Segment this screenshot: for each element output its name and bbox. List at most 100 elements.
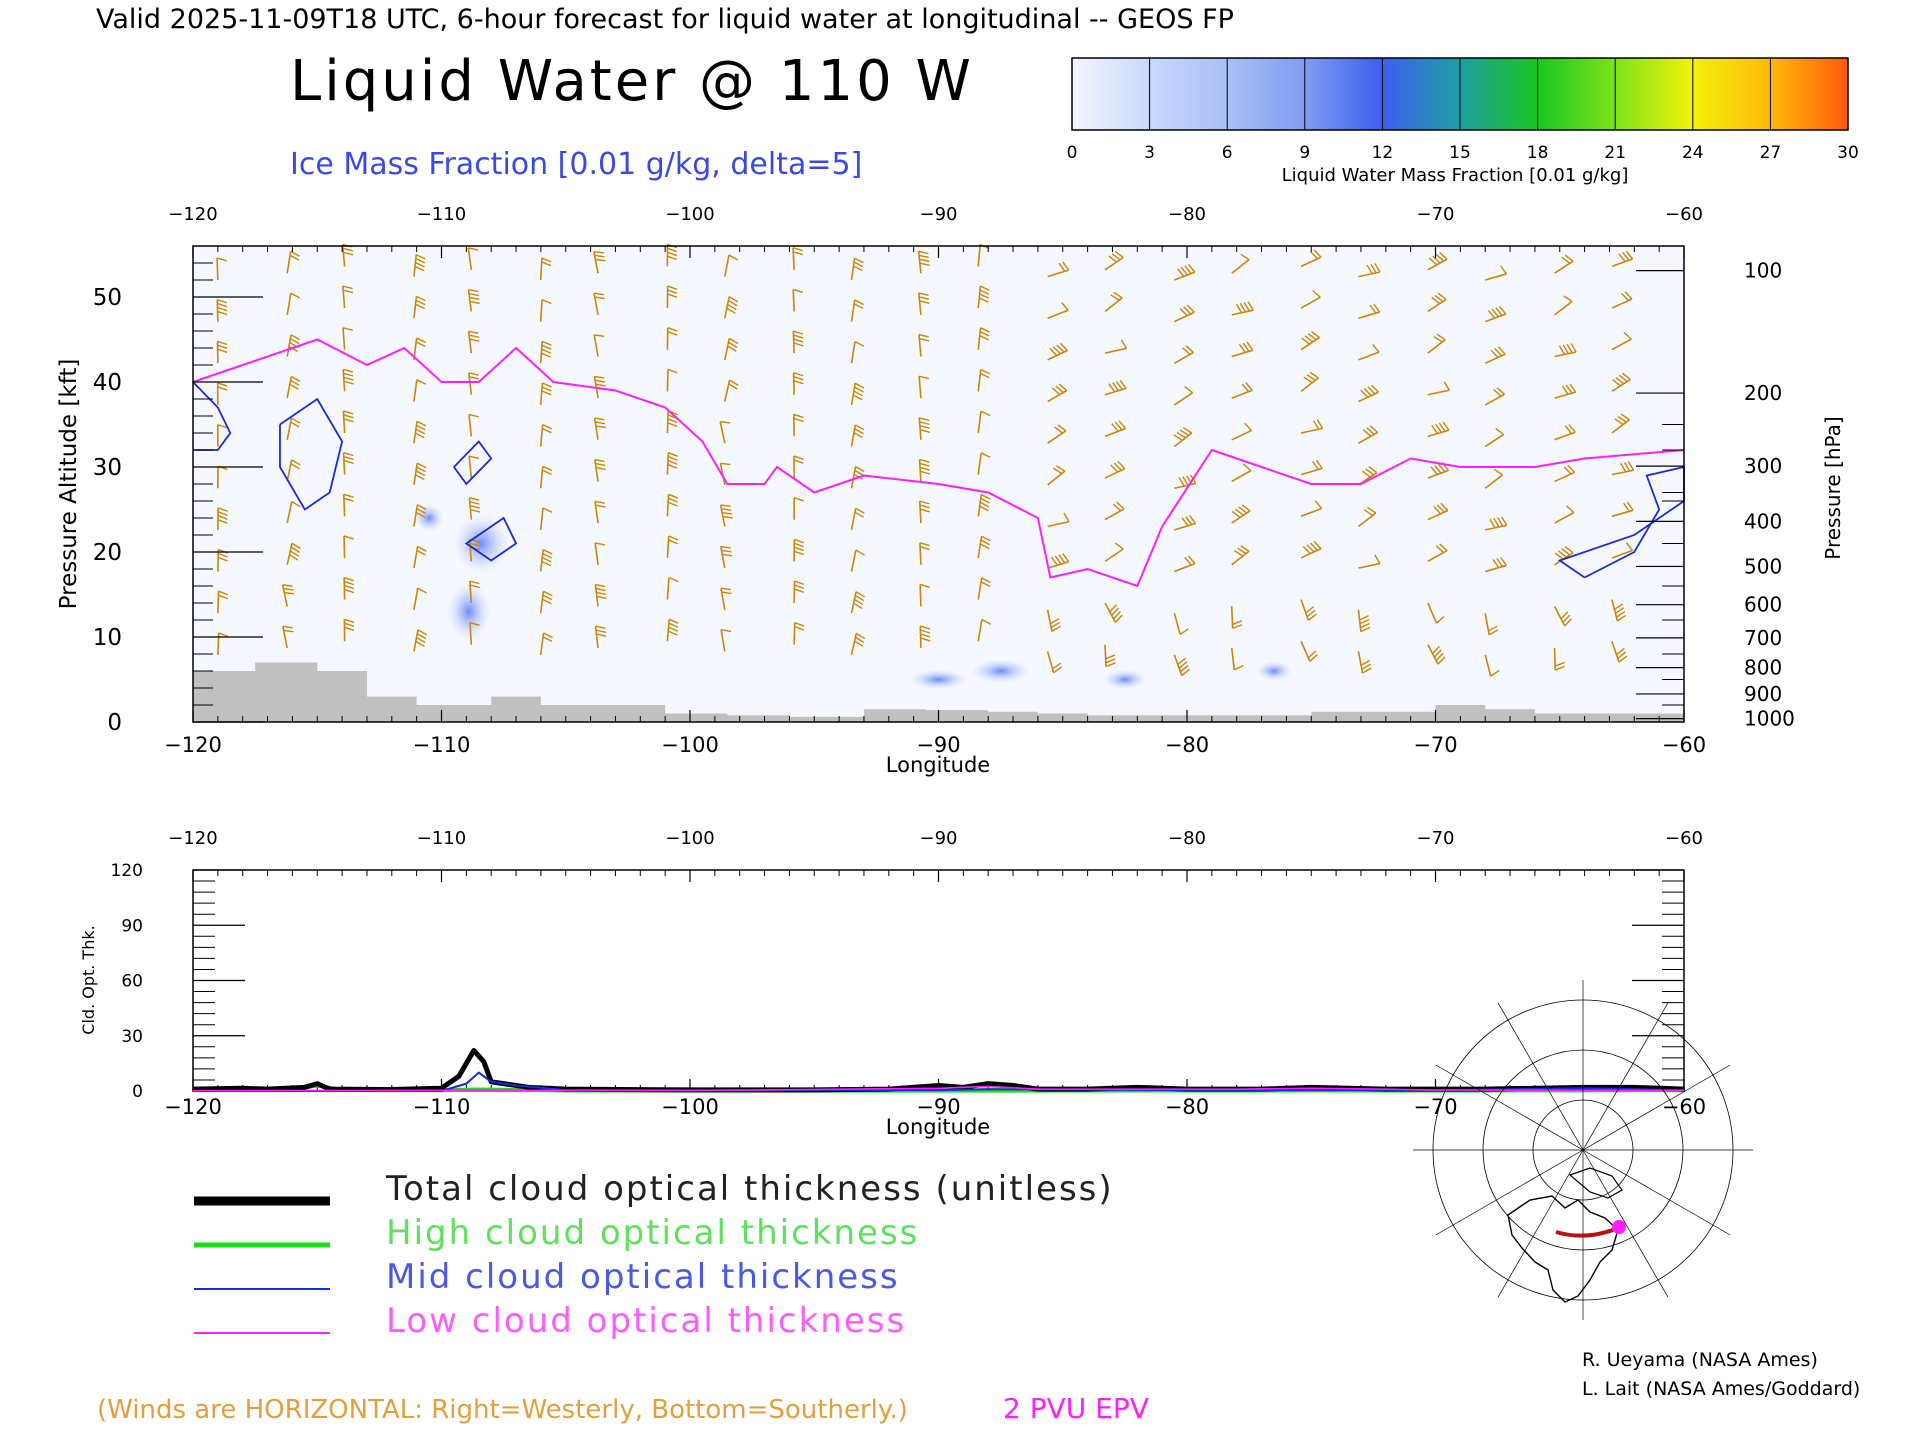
wind-barb-flag: [1052, 662, 1062, 670]
wind-barb-shaft: [1231, 550, 1250, 566]
wind-barb-flag: [919, 421, 930, 426]
wind-barb-flag: [1316, 419, 1324, 429]
wind-barb-shaft: [977, 286, 982, 309]
wind-barb-flag: [217, 348, 228, 353]
wind-barb-flag: [541, 299, 552, 305]
lower-x-tick-label: −100: [661, 1095, 719, 1119]
wind-barb-flag: [1313, 540, 1322, 550]
wind-barb-flag: [416, 462, 427, 469]
wind-barb-flag: [721, 629, 732, 633]
wind-barb-flag: [1433, 335, 1443, 343]
wind-barb-flag: [290, 463, 300, 470]
wind-barb-shaft: [1611, 599, 1619, 622]
wind-barb-flag: [1369, 425, 1379, 433]
wind-barb-flag: [793, 342, 804, 347]
wind-barb-shaft: [468, 414, 473, 437]
wind-barb-shaft: [1484, 273, 1507, 281]
wind-barb-flag: [1428, 257, 1438, 266]
wind-barb-flag: [217, 344, 228, 349]
pressure-tick-label: 900: [1744, 682, 1782, 706]
wind-barb-flag: [595, 583, 606, 588]
wind-barb-flag: [282, 625, 293, 629]
wind-barb-flag: [918, 254, 929, 259]
wind-barb-shaft: [1484, 474, 1504, 489]
wind-barb-shaft: [919, 584, 922, 607]
wind-barb-flag: [721, 549, 732, 553]
wind-barb-flag: [415, 474, 425, 481]
wind-barb-flag: [1435, 652, 1444, 662]
wind-barb-flag: [794, 588, 805, 593]
epv-footnote: 2 PVU EPV: [1003, 1392, 1149, 1425]
wind-barb-shaft: [1300, 256, 1322, 268]
wind-barb-flag: [415, 254, 426, 260]
wind-barb-shaft: [1300, 547, 1322, 559]
map-continent-outline: [1507, 1195, 1619, 1303]
wind-barb-shaft: [792, 289, 795, 312]
wind-barb-flag: [1311, 330, 1320, 339]
x-tick-label-top: −90: [920, 204, 958, 225]
wind-barb-flag: [596, 633, 607, 637]
wind-barb-flag: [595, 625, 606, 630]
wind-barb-flag: [343, 455, 354, 461]
wind-barb-flag: [979, 501, 990, 508]
wind-barb-flag: [1561, 548, 1571, 556]
wind-barb-flag: [218, 552, 228, 558]
wind-barb-flag: [853, 602, 863, 610]
wind-barb-flag: [793, 288, 803, 293]
wind-barb-flag: [728, 296, 739, 303]
wind-barb-flag: [980, 543, 990, 550]
lower-x-tick-label: −90: [916, 1095, 960, 1119]
wind-barb-flag: [595, 466, 606, 471]
wind-barb-flag: [793, 417, 804, 423]
wind-barb-flag: [980, 452, 991, 458]
lower-plot-frame: [192, 869, 1685, 1092]
wind-barb-flag: [1113, 462, 1122, 471]
wind-barb-flag: [343, 372, 354, 377]
wind-barb-flag: [1623, 462, 1631, 472]
wind-barb-flag: [918, 375, 930, 380]
wind-barb-shaft: [467, 289, 473, 312]
wind-barb-flag: [1184, 386, 1194, 394]
wind-barb-shaft: [1553, 606, 1566, 627]
wind-barb-flag: [468, 330, 479, 335]
wind-barb-shaft: [850, 466, 857, 489]
wind-barb-shaft: [977, 577, 983, 600]
wind-barb-flag: [1496, 557, 1504, 567]
wind-barb-flag: [728, 341, 738, 348]
wind-barb-flag: [1493, 468, 1504, 476]
wind-barb-flag: [1242, 342, 1250, 352]
wind-barb-flag: [1490, 670, 1500, 677]
liquid-water-blob: [446, 581, 491, 642]
wind-barb-flag: [1050, 617, 1060, 625]
wind-barb-flag: [1241, 504, 1251, 512]
wind-barb-shaft: [593, 293, 599, 315]
wind-barb-shaft: [977, 369, 982, 392]
x-tick-label-top: −100: [665, 204, 714, 225]
wind-barb-shaft: [792, 247, 795, 270]
wind-barb-flag: [1620, 413, 1630, 421]
map-graticule-meridian: [1582, 1149, 1669, 1298]
wind-barb-flag: [1618, 374, 1628, 383]
wind-barb-shaft: [1104, 602, 1117, 623]
wind-barb-flag: [288, 345, 299, 352]
wind-barb-flag: [979, 293, 990, 299]
wind-barb-shaft: [1174, 271, 1196, 281]
wind-barb-shaft: [917, 251, 922, 274]
wind-barb-flag: [594, 375, 605, 379]
wind-barb-shaft: [1554, 300, 1573, 316]
wind-barb-flag: [1184, 265, 1192, 274]
wind-barb-flag: [1246, 341, 1254, 351]
wind-barb-flag: [541, 340, 552, 346]
wind-barb-flag: [417, 504, 427, 511]
wind-barb-shaft: [724, 338, 731, 361]
wind-barb-flag: [1501, 516, 1508, 526]
y-tick-label: 0: [107, 710, 122, 736]
wind-barb-flag: [1360, 622, 1370, 629]
wind-barb-shaft: [1300, 377, 1319, 392]
wind-barb-flag: [541, 261, 552, 267]
wind-barb-flag: [792, 247, 803, 252]
wind-barb-shaft: [1104, 387, 1127, 396]
wind-barb-flag: [541, 352, 551, 358]
wind-barb-flag: [1062, 261, 1070, 271]
wind-barb-flag: [920, 470, 931, 475]
